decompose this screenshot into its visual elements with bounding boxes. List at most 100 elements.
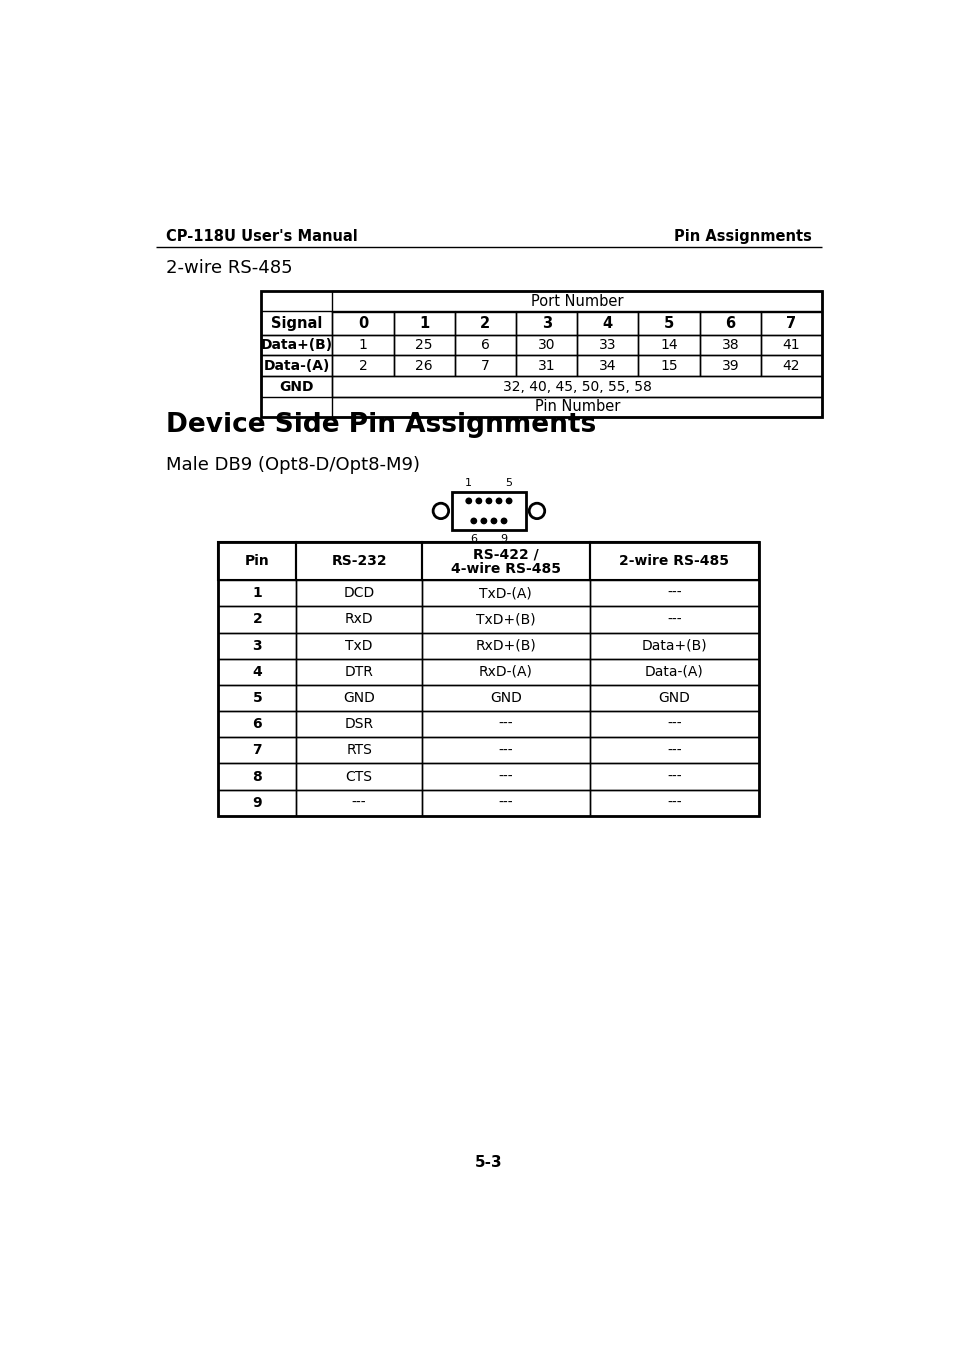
Circle shape bbox=[496, 499, 501, 504]
Text: RxD-(A): RxD-(A) bbox=[478, 665, 532, 678]
Text: 14: 14 bbox=[659, 338, 678, 353]
Text: ---: --- bbox=[497, 743, 513, 758]
Bar bbox=[577, 312, 638, 335]
Circle shape bbox=[471, 519, 476, 524]
Text: ---: --- bbox=[352, 796, 366, 809]
Bar bbox=[589, 763, 759, 790]
Bar bbox=[577, 355, 638, 376]
Circle shape bbox=[476, 499, 481, 504]
Text: Data+(B): Data+(B) bbox=[260, 338, 333, 353]
Text: Data-(A): Data-(A) bbox=[263, 359, 330, 373]
Text: 5: 5 bbox=[663, 316, 674, 331]
Text: 42: 42 bbox=[782, 359, 800, 373]
Circle shape bbox=[486, 499, 491, 504]
Bar bbox=[296, 607, 421, 632]
Circle shape bbox=[506, 499, 511, 504]
Text: Data+(B): Data+(B) bbox=[641, 639, 706, 653]
Text: 2: 2 bbox=[480, 316, 490, 331]
Bar bbox=[421, 632, 589, 659]
Text: 5: 5 bbox=[505, 478, 512, 488]
Bar bbox=[421, 542, 589, 580]
Bar bbox=[455, 335, 516, 355]
Text: TxD-(A): TxD-(A) bbox=[478, 586, 532, 600]
Bar bbox=[296, 738, 421, 763]
Bar bbox=[577, 335, 638, 355]
Bar bbox=[218, 738, 296, 763]
Bar bbox=[589, 659, 759, 685]
Bar bbox=[421, 790, 589, 816]
Text: ---: --- bbox=[497, 717, 513, 731]
Text: 7: 7 bbox=[785, 316, 796, 331]
Bar bbox=[455, 312, 516, 335]
Bar bbox=[261, 376, 332, 397]
Bar bbox=[421, 659, 589, 685]
Bar bbox=[332, 335, 394, 355]
Bar bbox=[296, 632, 421, 659]
Text: 4-wire RS-485: 4-wire RS-485 bbox=[450, 562, 560, 576]
Text: Signal: Signal bbox=[271, 316, 322, 331]
Bar bbox=[394, 335, 455, 355]
Bar bbox=[455, 355, 516, 376]
Text: 30: 30 bbox=[537, 338, 555, 353]
Text: 15: 15 bbox=[659, 359, 678, 373]
Bar bbox=[589, 542, 759, 580]
Circle shape bbox=[466, 499, 471, 504]
Bar bbox=[516, 335, 577, 355]
Bar bbox=[218, 659, 296, 685]
Bar bbox=[296, 580, 421, 607]
Bar bbox=[516, 355, 577, 376]
Text: 6: 6 bbox=[724, 316, 735, 331]
Text: 1: 1 bbox=[465, 478, 472, 488]
Bar bbox=[296, 763, 421, 790]
Circle shape bbox=[480, 519, 486, 524]
Text: 41: 41 bbox=[781, 338, 800, 353]
Bar bbox=[699, 312, 760, 335]
Text: 1: 1 bbox=[253, 586, 262, 600]
Bar bbox=[218, 685, 296, 711]
Bar bbox=[218, 790, 296, 816]
Text: Pin: Pin bbox=[245, 554, 270, 567]
Bar bbox=[296, 659, 421, 685]
Text: 0: 0 bbox=[357, 316, 368, 331]
Bar bbox=[332, 376, 821, 397]
Text: TxD+(B): TxD+(B) bbox=[476, 612, 535, 627]
Text: 31: 31 bbox=[537, 359, 555, 373]
Bar bbox=[421, 738, 589, 763]
Text: DSR: DSR bbox=[344, 717, 374, 731]
Bar bbox=[421, 711, 589, 738]
Bar bbox=[638, 312, 699, 335]
Bar bbox=[394, 355, 455, 376]
Text: CTS: CTS bbox=[345, 770, 373, 784]
Text: 6: 6 bbox=[253, 717, 262, 731]
Bar bbox=[452, 492, 525, 530]
Bar bbox=[261, 355, 332, 376]
Bar bbox=[261, 312, 332, 335]
Bar bbox=[218, 580, 296, 607]
Text: ---: --- bbox=[666, 796, 681, 809]
Text: RxD+(B): RxD+(B) bbox=[475, 639, 536, 653]
Text: 9: 9 bbox=[253, 796, 262, 809]
Bar bbox=[589, 580, 759, 607]
Bar bbox=[421, 607, 589, 632]
Circle shape bbox=[491, 519, 497, 524]
Text: 2: 2 bbox=[253, 612, 262, 627]
Text: GND: GND bbox=[279, 380, 314, 393]
Bar bbox=[421, 685, 589, 711]
Text: CP-118U User's Manual: CP-118U User's Manual bbox=[166, 228, 357, 243]
Text: 33: 33 bbox=[598, 338, 616, 353]
Text: ---: --- bbox=[666, 717, 681, 731]
Text: DTR: DTR bbox=[344, 665, 374, 678]
Text: ---: --- bbox=[666, 612, 681, 627]
Text: 9: 9 bbox=[500, 534, 507, 543]
Text: ---: --- bbox=[497, 770, 513, 784]
Text: Pin Assignments: Pin Assignments bbox=[674, 228, 811, 243]
Bar bbox=[760, 312, 821, 335]
Text: DCD: DCD bbox=[343, 586, 375, 600]
Text: ---: --- bbox=[666, 770, 681, 784]
Text: GND: GND bbox=[343, 692, 375, 705]
Bar bbox=[699, 355, 760, 376]
Text: GND: GND bbox=[658, 692, 690, 705]
Text: 2: 2 bbox=[358, 359, 367, 373]
Bar bbox=[218, 542, 296, 580]
Text: RS-422 /: RS-422 / bbox=[473, 547, 538, 562]
